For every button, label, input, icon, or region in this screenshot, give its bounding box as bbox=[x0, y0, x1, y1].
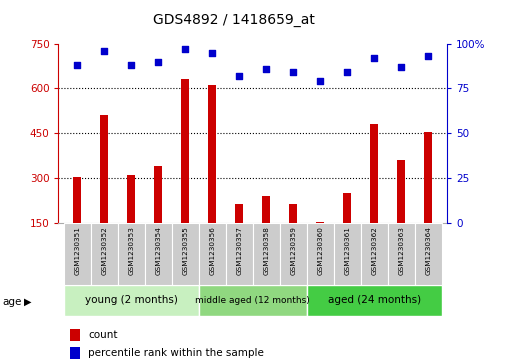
Point bbox=[424, 53, 432, 59]
Text: GSM1230359: GSM1230359 bbox=[290, 227, 296, 275]
Bar bbox=[118, 223, 145, 285]
Text: GSM1230358: GSM1230358 bbox=[263, 227, 269, 275]
Bar bbox=[100, 115, 108, 223]
Text: GSM1230353: GSM1230353 bbox=[129, 227, 134, 275]
Bar bbox=[172, 223, 199, 285]
Bar bbox=[262, 196, 270, 223]
Point bbox=[262, 66, 270, 72]
Text: GSM1230355: GSM1230355 bbox=[182, 227, 188, 275]
Bar bbox=[181, 79, 189, 223]
Point bbox=[181, 46, 189, 52]
Bar bbox=[307, 285, 441, 316]
Text: GSM1230360: GSM1230360 bbox=[317, 227, 323, 275]
Text: GSM1230356: GSM1230356 bbox=[209, 227, 215, 275]
Bar bbox=[70, 329, 80, 341]
Bar bbox=[70, 347, 80, 359]
Point bbox=[100, 48, 108, 54]
Bar bbox=[64, 223, 91, 285]
Text: GSM1230364: GSM1230364 bbox=[425, 227, 431, 275]
Bar bbox=[73, 177, 81, 223]
Text: GSM1230363: GSM1230363 bbox=[398, 227, 404, 275]
Point bbox=[235, 73, 243, 79]
Text: count: count bbox=[88, 330, 118, 340]
Bar bbox=[127, 175, 135, 223]
Point bbox=[73, 62, 81, 68]
Text: GSM1230351: GSM1230351 bbox=[74, 227, 80, 275]
Text: age: age bbox=[3, 297, 22, 307]
Bar bbox=[316, 222, 324, 223]
Bar bbox=[397, 160, 405, 223]
Bar bbox=[91, 223, 118, 285]
Bar bbox=[415, 223, 441, 285]
Bar bbox=[361, 223, 388, 285]
Text: GSM1230354: GSM1230354 bbox=[155, 227, 161, 275]
Bar bbox=[424, 132, 432, 223]
Point bbox=[397, 64, 405, 70]
Text: GSM1230357: GSM1230357 bbox=[236, 227, 242, 275]
Text: GSM1230352: GSM1230352 bbox=[101, 227, 107, 275]
Bar bbox=[343, 193, 351, 223]
Bar bbox=[64, 285, 199, 316]
Point bbox=[127, 62, 135, 68]
Point bbox=[289, 69, 297, 75]
Bar bbox=[199, 223, 226, 285]
Bar bbox=[280, 223, 307, 285]
Text: GSM1230362: GSM1230362 bbox=[371, 227, 377, 275]
Text: GDS4892 / 1418659_at: GDS4892 / 1418659_at bbox=[153, 13, 314, 27]
Point bbox=[370, 55, 378, 61]
Text: ▶: ▶ bbox=[24, 297, 32, 307]
Bar bbox=[208, 85, 216, 223]
Text: young (2 months): young (2 months) bbox=[85, 295, 178, 305]
Bar bbox=[145, 223, 172, 285]
Bar bbox=[154, 166, 163, 223]
Bar bbox=[289, 204, 297, 223]
Text: middle aged (12 months): middle aged (12 months) bbox=[196, 296, 310, 305]
Bar bbox=[370, 125, 378, 223]
Bar bbox=[235, 204, 243, 223]
Bar bbox=[307, 223, 334, 285]
Text: GSM1230361: GSM1230361 bbox=[344, 227, 350, 275]
Point bbox=[316, 78, 324, 84]
Point bbox=[208, 50, 216, 56]
Bar bbox=[253, 223, 280, 285]
Bar bbox=[334, 223, 361, 285]
Point bbox=[343, 69, 351, 75]
Text: aged (24 months): aged (24 months) bbox=[328, 295, 421, 305]
Bar bbox=[199, 285, 307, 316]
Point bbox=[154, 58, 163, 64]
Bar bbox=[388, 223, 415, 285]
Bar bbox=[226, 223, 253, 285]
Text: percentile rank within the sample: percentile rank within the sample bbox=[88, 348, 264, 358]
